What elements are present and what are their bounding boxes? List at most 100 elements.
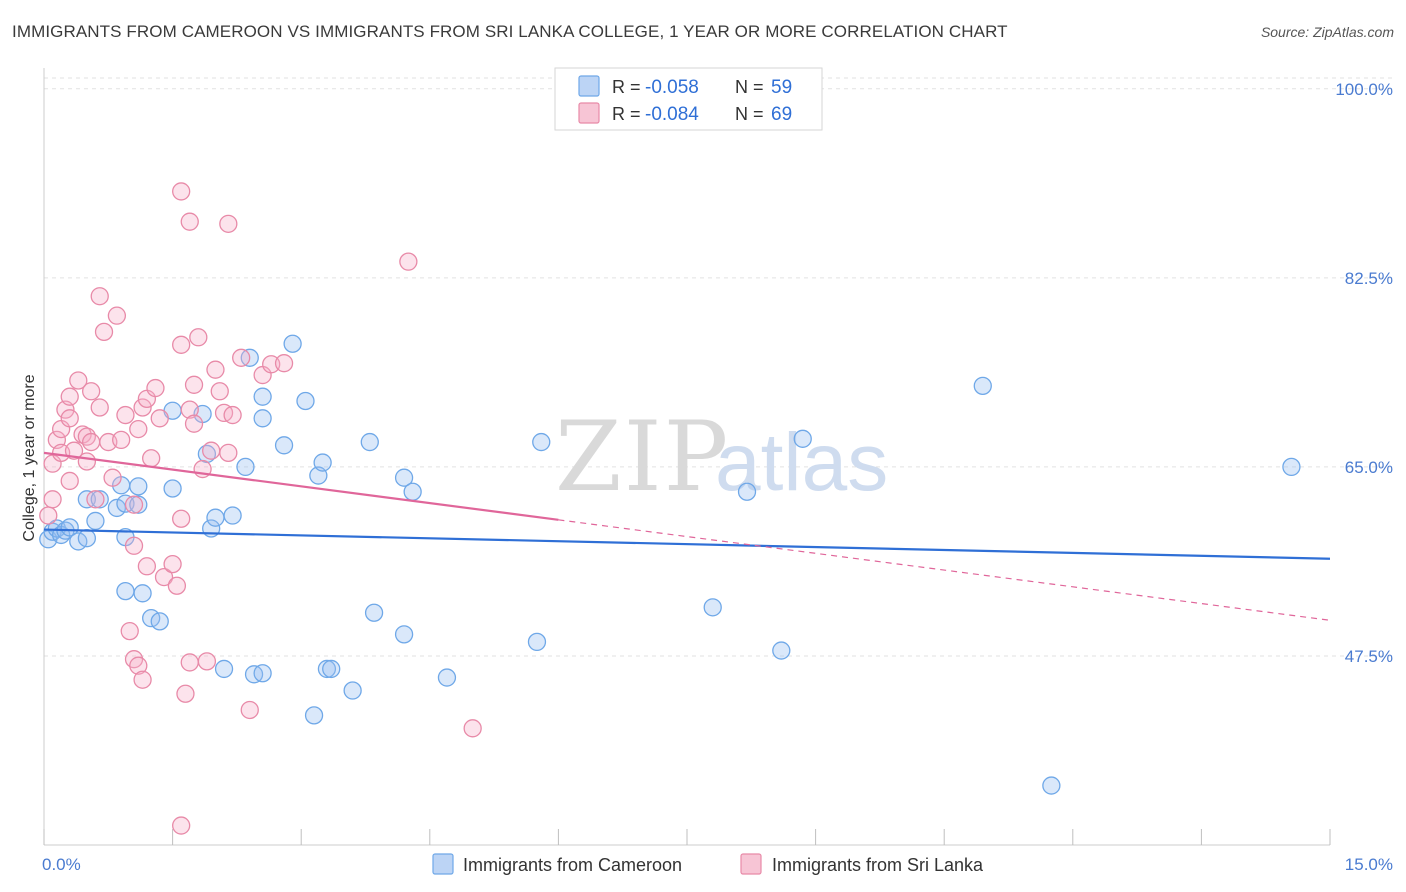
point-srilanka <box>172 335 191 354</box>
point-srilanka <box>150 409 169 428</box>
point-cameroon <box>253 409 272 428</box>
point-srilanka <box>163 554 182 574</box>
point-srilanka <box>77 452 97 471</box>
point-srilanka <box>90 398 109 417</box>
point-srilanka <box>180 653 199 672</box>
bottom-legend-swatch-srilanka <box>740 853 762 875</box>
point-cameroon <box>703 598 722 617</box>
point-srilanka <box>60 471 79 491</box>
point-srilanka <box>172 816 191 835</box>
svg-text:ZIP: ZIP <box>555 401 730 513</box>
point-cameroon <box>527 632 547 652</box>
point-cameroon <box>129 477 148 496</box>
point-srilanka <box>463 719 482 738</box>
point-srilanka <box>399 252 418 271</box>
point-cameroon <box>313 453 332 472</box>
bottom-legend-label-srilanka: Immigrants from Sri Lanka <box>772 855 984 875</box>
trend-lines <box>43 451 1331 621</box>
chart-source: Source: ZipAtlas.com <box>1260 24 1394 40</box>
y-tick-label: 82.5% <box>1345 269 1393 288</box>
point-srilanka <box>172 509 191 528</box>
point-srilanka <box>219 214 238 233</box>
point-srilanka <box>129 656 148 675</box>
point-cameroon <box>317 659 337 679</box>
point-cameroon <box>236 457 255 477</box>
point-cameroon <box>107 498 127 518</box>
point-srilanka <box>133 670 152 689</box>
point-cameroon <box>403 482 422 501</box>
point-srilanka <box>39 506 58 525</box>
point-srilanka <box>210 382 229 401</box>
point-srilanka <box>262 355 281 374</box>
point-srilanka <box>124 536 144 555</box>
legend-r-value-cameroon: -0.058 <box>645 77 699 98</box>
point-srilanka <box>82 432 101 452</box>
point-srilanka <box>112 430 131 450</box>
point-cameroon <box>60 518 79 537</box>
point-srilanka <box>189 328 208 347</box>
point-srilanka <box>202 441 221 460</box>
gridlines <box>44 77 1395 657</box>
x-tick-label: 0.0% <box>42 855 81 874</box>
point-srilanka <box>240 700 259 720</box>
point-cameroon <box>133 584 152 603</box>
point-srilanka <box>197 652 217 671</box>
axes <box>43 68 1331 846</box>
point-srilanka <box>120 621 139 641</box>
chart-title: IMMIGRANTS FROM CAMEROON VS IMMIGRANTS F… <box>12 22 1008 41</box>
point-srilanka <box>142 449 161 468</box>
point-cameroon <box>296 391 315 411</box>
point-srilanka <box>184 375 204 394</box>
point-srilanka <box>86 490 105 509</box>
point-srilanka <box>219 443 238 463</box>
point-cameroon <box>532 432 551 452</box>
point-srilanka <box>94 322 114 342</box>
point-cameroon <box>1042 776 1061 795</box>
point-srilanka <box>69 371 88 390</box>
y-tick-label: 65.0% <box>1345 458 1393 477</box>
point-srilanka <box>60 409 79 428</box>
point-srilanka <box>172 182 191 201</box>
point-srilanka <box>107 306 127 325</box>
point-cameroon <box>772 641 791 660</box>
point-cameroon <box>116 581 135 601</box>
point-cameroon <box>283 334 302 353</box>
point-cameroon <box>343 681 362 700</box>
point-cameroon <box>206 508 225 527</box>
point-cameroon <box>737 482 757 501</box>
point-cameroon <box>394 625 414 644</box>
point-srilanka <box>90 287 109 306</box>
bottom-legend: Immigrants from Cameroon Immigrants from… <box>432 853 984 875</box>
point-srilanka <box>146 378 165 398</box>
point-srilanka <box>154 567 174 587</box>
point-cameroon <box>304 706 324 725</box>
point-srilanka <box>232 348 251 367</box>
point-cameroon <box>973 376 992 396</box>
point-srilanka <box>206 360 225 379</box>
point-srilanka <box>223 405 242 425</box>
legend-r-label-srilanka: R = <box>612 104 641 124</box>
watermark: ZIP atlas <box>555 401 888 513</box>
point-srilanka <box>184 414 204 433</box>
point-srilanka <box>133 398 152 417</box>
point-cameroon <box>253 664 272 683</box>
point-srilanka <box>274 354 294 373</box>
legend-n-value-srilanka: 69 <box>771 104 792 125</box>
point-cameroon <box>163 479 182 498</box>
trend-line-srilanka <box>43 451 559 521</box>
y-axis-label: College, 1 year or more <box>21 374 38 541</box>
point-srilanka <box>137 557 157 576</box>
point-srilanka <box>64 441 84 460</box>
trend-line-cameroon <box>43 528 1331 560</box>
point-cameroon <box>86 511 105 531</box>
point-cameroon <box>437 668 457 687</box>
legend-swatch-srilanka <box>578 102 600 124</box>
point-cameroon <box>1282 457 1301 477</box>
point-srilanka <box>82 382 101 401</box>
point-cameroon <box>150 612 169 631</box>
x-tick-labels: 0.0% 15.0% <box>42 855 1393 874</box>
point-srilanka <box>180 212 199 231</box>
x-tick-label: 15.0% <box>1345 855 1393 874</box>
point-cameroon <box>322 659 341 679</box>
